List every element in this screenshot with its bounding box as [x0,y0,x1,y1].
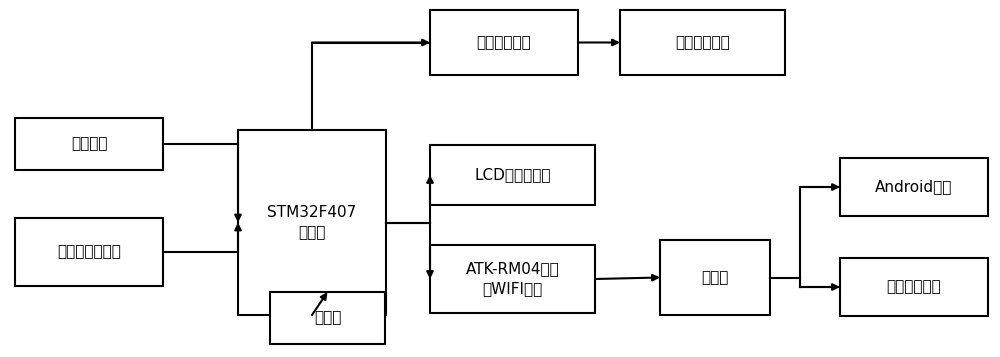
Bar [15,218,163,286]
Text: Android显示: Android显示 [875,180,953,195]
Bar [840,158,988,216]
Text: 充电管理电路: 充电管理电路 [675,35,730,50]
Text: 可充电锂电池: 可充电锂电池 [477,35,531,50]
Text: 路由器: 路由器 [701,270,729,285]
Text: 电脑软件显示: 电脑软件显示 [887,280,941,295]
Bar [430,10,578,75]
Text: STM32F407
单片机: STM32F407 单片机 [267,205,357,240]
Bar [238,130,386,315]
Text: LCD液晶显示屏: LCD液晶显示屏 [474,167,551,182]
Bar [660,240,770,315]
Bar [840,258,988,316]
Text: 按键模块: 按键模块 [71,136,107,151]
Bar [270,292,385,344]
Bar [430,145,595,205]
Text: 近红外光传感器: 近红外光传感器 [57,245,121,260]
Bar [430,245,595,313]
Bar [620,10,785,75]
Text: 蜂鸣器: 蜂鸣器 [314,311,341,326]
Text: ATK-RM04串口
转WIFI模块: ATK-RM04串口 转WIFI模块 [466,262,559,296]
Bar [15,118,163,170]
